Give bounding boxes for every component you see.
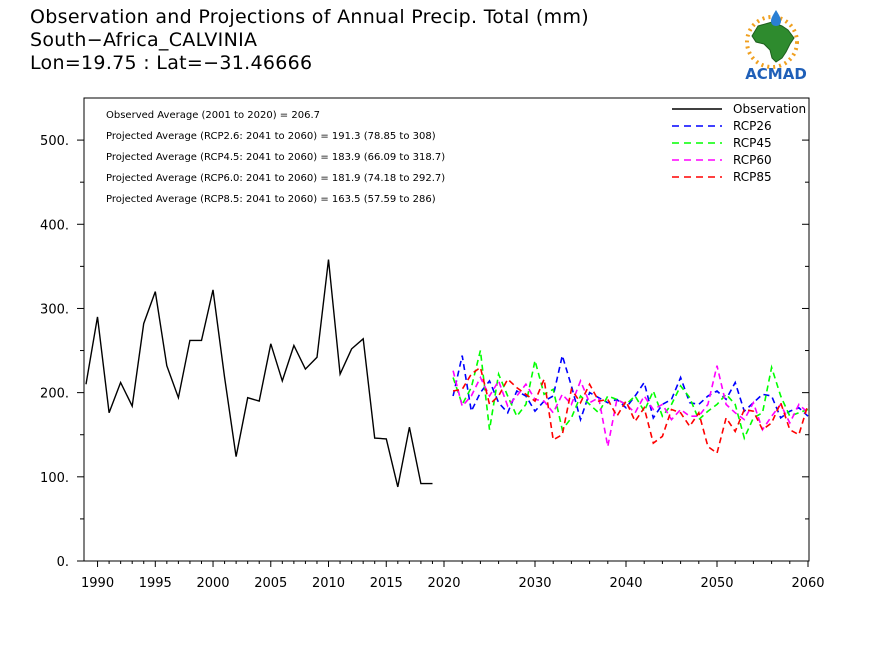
x-tick-label: 2050 <box>700 576 733 591</box>
x-tick-label: 1990 <box>81 576 114 591</box>
x-tick-label: 2005 <box>254 576 287 591</box>
legend-label: RCP45 <box>733 136 772 150</box>
y-tick-label: 200. <box>40 387 69 402</box>
stat-line: Projected Average (RCP4.5: 2041 to 2060)… <box>106 152 445 163</box>
legend-label: RCP60 <box>733 153 772 167</box>
station-name: South−Africa_CALVINIA <box>30 29 258 51</box>
series-line-rcp26 <box>452 352 809 423</box>
y-tick-label: 400. <box>40 218 69 233</box>
x-tick-label: 2010 <box>312 576 345 591</box>
series-layer <box>85 259 809 488</box>
series-line-observation <box>85 259 433 488</box>
acmad-logo: ACMAD <box>745 10 807 82</box>
stat-line: Projected Average (RCP8.5: 2041 to 2060)… <box>106 194 436 205</box>
x-tick-label: 2015 <box>370 576 403 591</box>
africa-map-icon <box>751 21 795 63</box>
water-drop-icon <box>771 10 781 26</box>
y-tick-label: 0. <box>57 555 69 570</box>
x-tick-label: 1995 <box>139 576 172 591</box>
legend-label: RCP85 <box>733 170 772 184</box>
x-tick-label: 2040 <box>609 576 642 591</box>
y-tick-label: 500. <box>40 134 69 149</box>
chart-title-block: Observation and Projections of Annual Pr… <box>30 6 589 75</box>
x-tick-label: 2060 <box>791 576 824 591</box>
stat-line: Observed Average (2001 to 2020) = 206.7 <box>106 110 320 121</box>
y-axis: 0. 100. 200. 300. 400. 500. <box>40 134 809 570</box>
stat-line: Projected Average (RCP2.6: 2041 to 2060)… <box>106 131 436 142</box>
y-tick-label: 300. <box>40 302 69 317</box>
series-line-rcp60 <box>452 365 809 447</box>
legend-label: Observation <box>733 102 806 116</box>
station-coordinates: Lon=19.75 : Lat=−31.46666 <box>30 52 313 74</box>
stats-box: Observed Average (2001 to 2020) = 206.7 P… <box>106 110 445 205</box>
series-line-rcp45 <box>452 350 809 441</box>
series-line-rcp85 <box>452 366 809 455</box>
x-tick-label: 2000 <box>196 576 229 591</box>
plot-frame <box>83 97 810 562</box>
logo-text: ACMAD <box>745 65 807 82</box>
chart-title: Observation and Projections of Annual Pr… <box>30 6 589 28</box>
y-tick-label: 100. <box>40 471 69 486</box>
x-tick-label: 2020 <box>427 576 460 591</box>
stat-line: Projected Average (RCP6.0: 2041 to 2060)… <box>106 173 445 184</box>
legend: Observation RCP26 RCP45 RCP60 RCP85 <box>672 102 806 184</box>
x-tick-label: 2030 <box>518 576 551 591</box>
sun-rays-icon <box>745 15 799 69</box>
x-axis: 1990 1995 2000 2005 2010 2015 2020 2030 2040 2050… <box>81 561 825 591</box>
legend-label: RCP26 <box>733 119 772 133</box>
